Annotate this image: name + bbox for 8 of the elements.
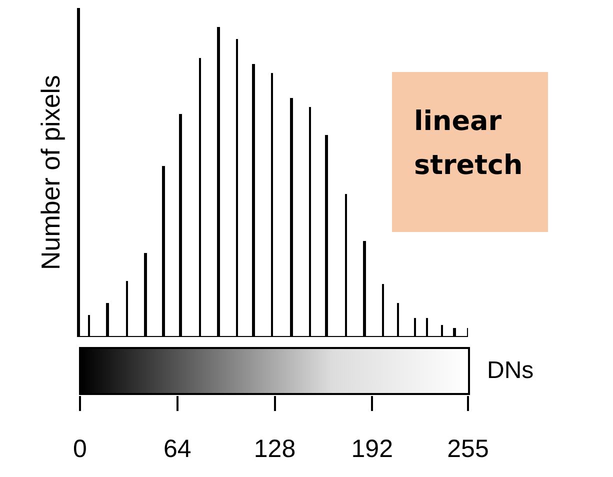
note-panel: linear stretch bbox=[392, 72, 548, 232]
x-axis-title: DNs bbox=[487, 357, 534, 384]
x-tick-label: 192 bbox=[351, 435, 393, 463]
x-tick-label: 128 bbox=[254, 435, 296, 463]
x-tick-label: 255 bbox=[447, 435, 489, 463]
x-tick-label: 0 bbox=[73, 435, 87, 463]
y-axis-title: Number of pixels bbox=[35, 74, 66, 270]
x-tick-label: 64 bbox=[163, 435, 192, 463]
